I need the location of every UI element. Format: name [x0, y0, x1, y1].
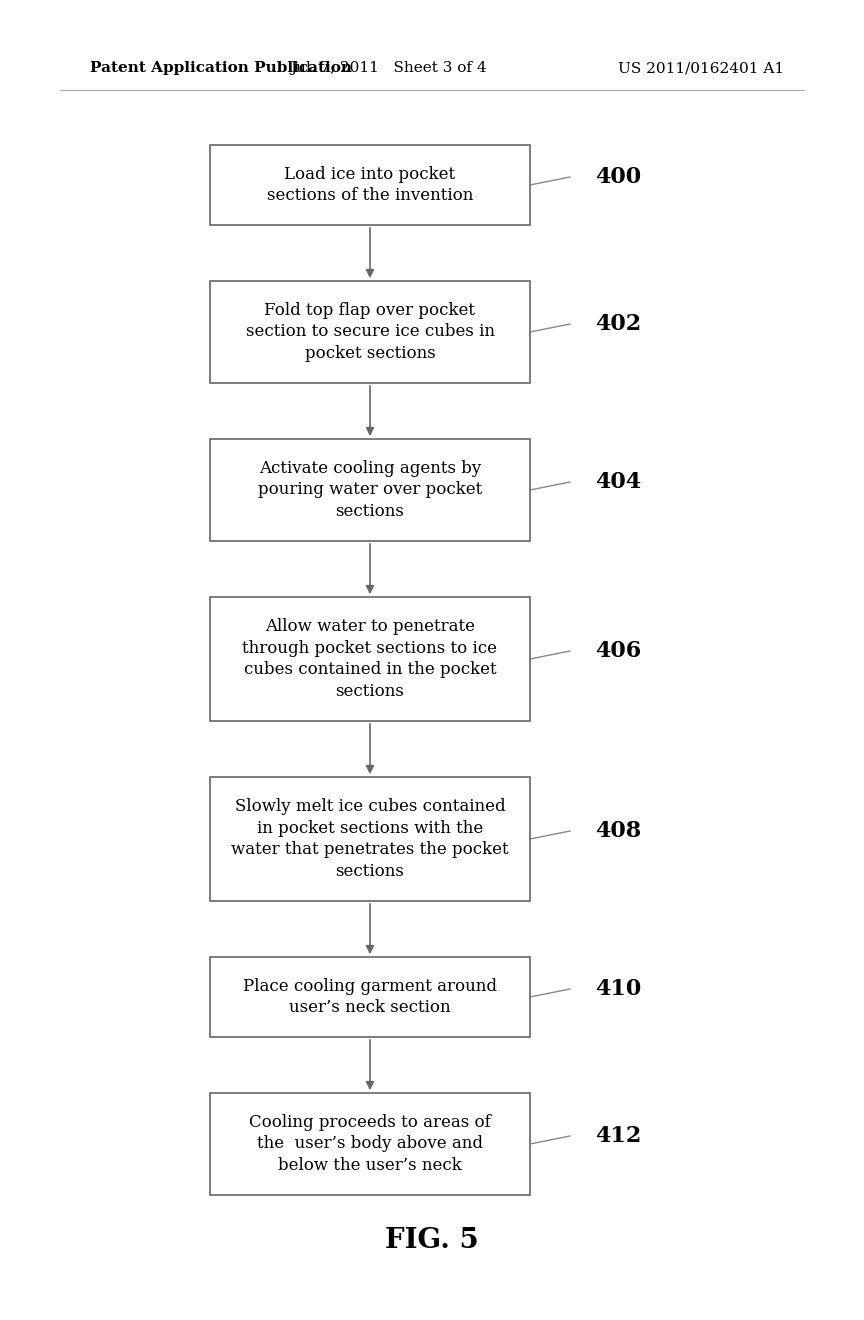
Bar [210, 1093, 530, 1195]
Text: Activate cooling agents by
pouring water over pocket
sections: Activate cooling agents by pouring water… [257, 459, 482, 520]
Text: FIG. 5: FIG. 5 [385, 1226, 479, 1254]
Text: Patent Application Publication: Patent Application Publication [90, 61, 352, 75]
Text: Allow water to penetrate
through pocket sections to ice
cubes contained in the p: Allow water to penetrate through pocket … [243, 618, 498, 700]
Text: 400: 400 [595, 166, 641, 187]
Bar [210, 597, 530, 721]
Text: 408: 408 [595, 820, 641, 842]
Text: 402: 402 [595, 313, 641, 335]
Text: 404: 404 [595, 471, 641, 492]
Text: Load ice into pocket
sections of the invention: Load ice into pocket sections of the inv… [267, 166, 473, 205]
Text: Slowly melt ice cubes contained
in pocket sections with the
water that penetrate: Slowly melt ice cubes contained in pocke… [232, 799, 509, 880]
Text: 412: 412 [595, 1125, 641, 1147]
Bar [210, 440, 530, 541]
Bar [210, 777, 530, 902]
Bar [210, 957, 530, 1038]
Text: US 2011/0162401 A1: US 2011/0162401 A1 [618, 61, 784, 75]
Text: Place cooling garment around
user’s neck section: Place cooling garment around user’s neck… [243, 978, 497, 1016]
Text: Fold top flap over pocket
section to secure ice cubes in
pocket sections: Fold top flap over pocket section to sec… [245, 302, 494, 362]
Text: 410: 410 [595, 978, 641, 1001]
Text: 406: 406 [595, 640, 641, 663]
Text: Jul. 7, 2011   Sheet 3 of 4: Jul. 7, 2011 Sheet 3 of 4 [290, 61, 487, 75]
Bar [210, 281, 530, 383]
Text: Cooling proceeds to areas of
the  user’s body above and
below the user’s neck: Cooling proceeds to areas of the user’s … [249, 1114, 491, 1173]
Bar [210, 145, 530, 224]
